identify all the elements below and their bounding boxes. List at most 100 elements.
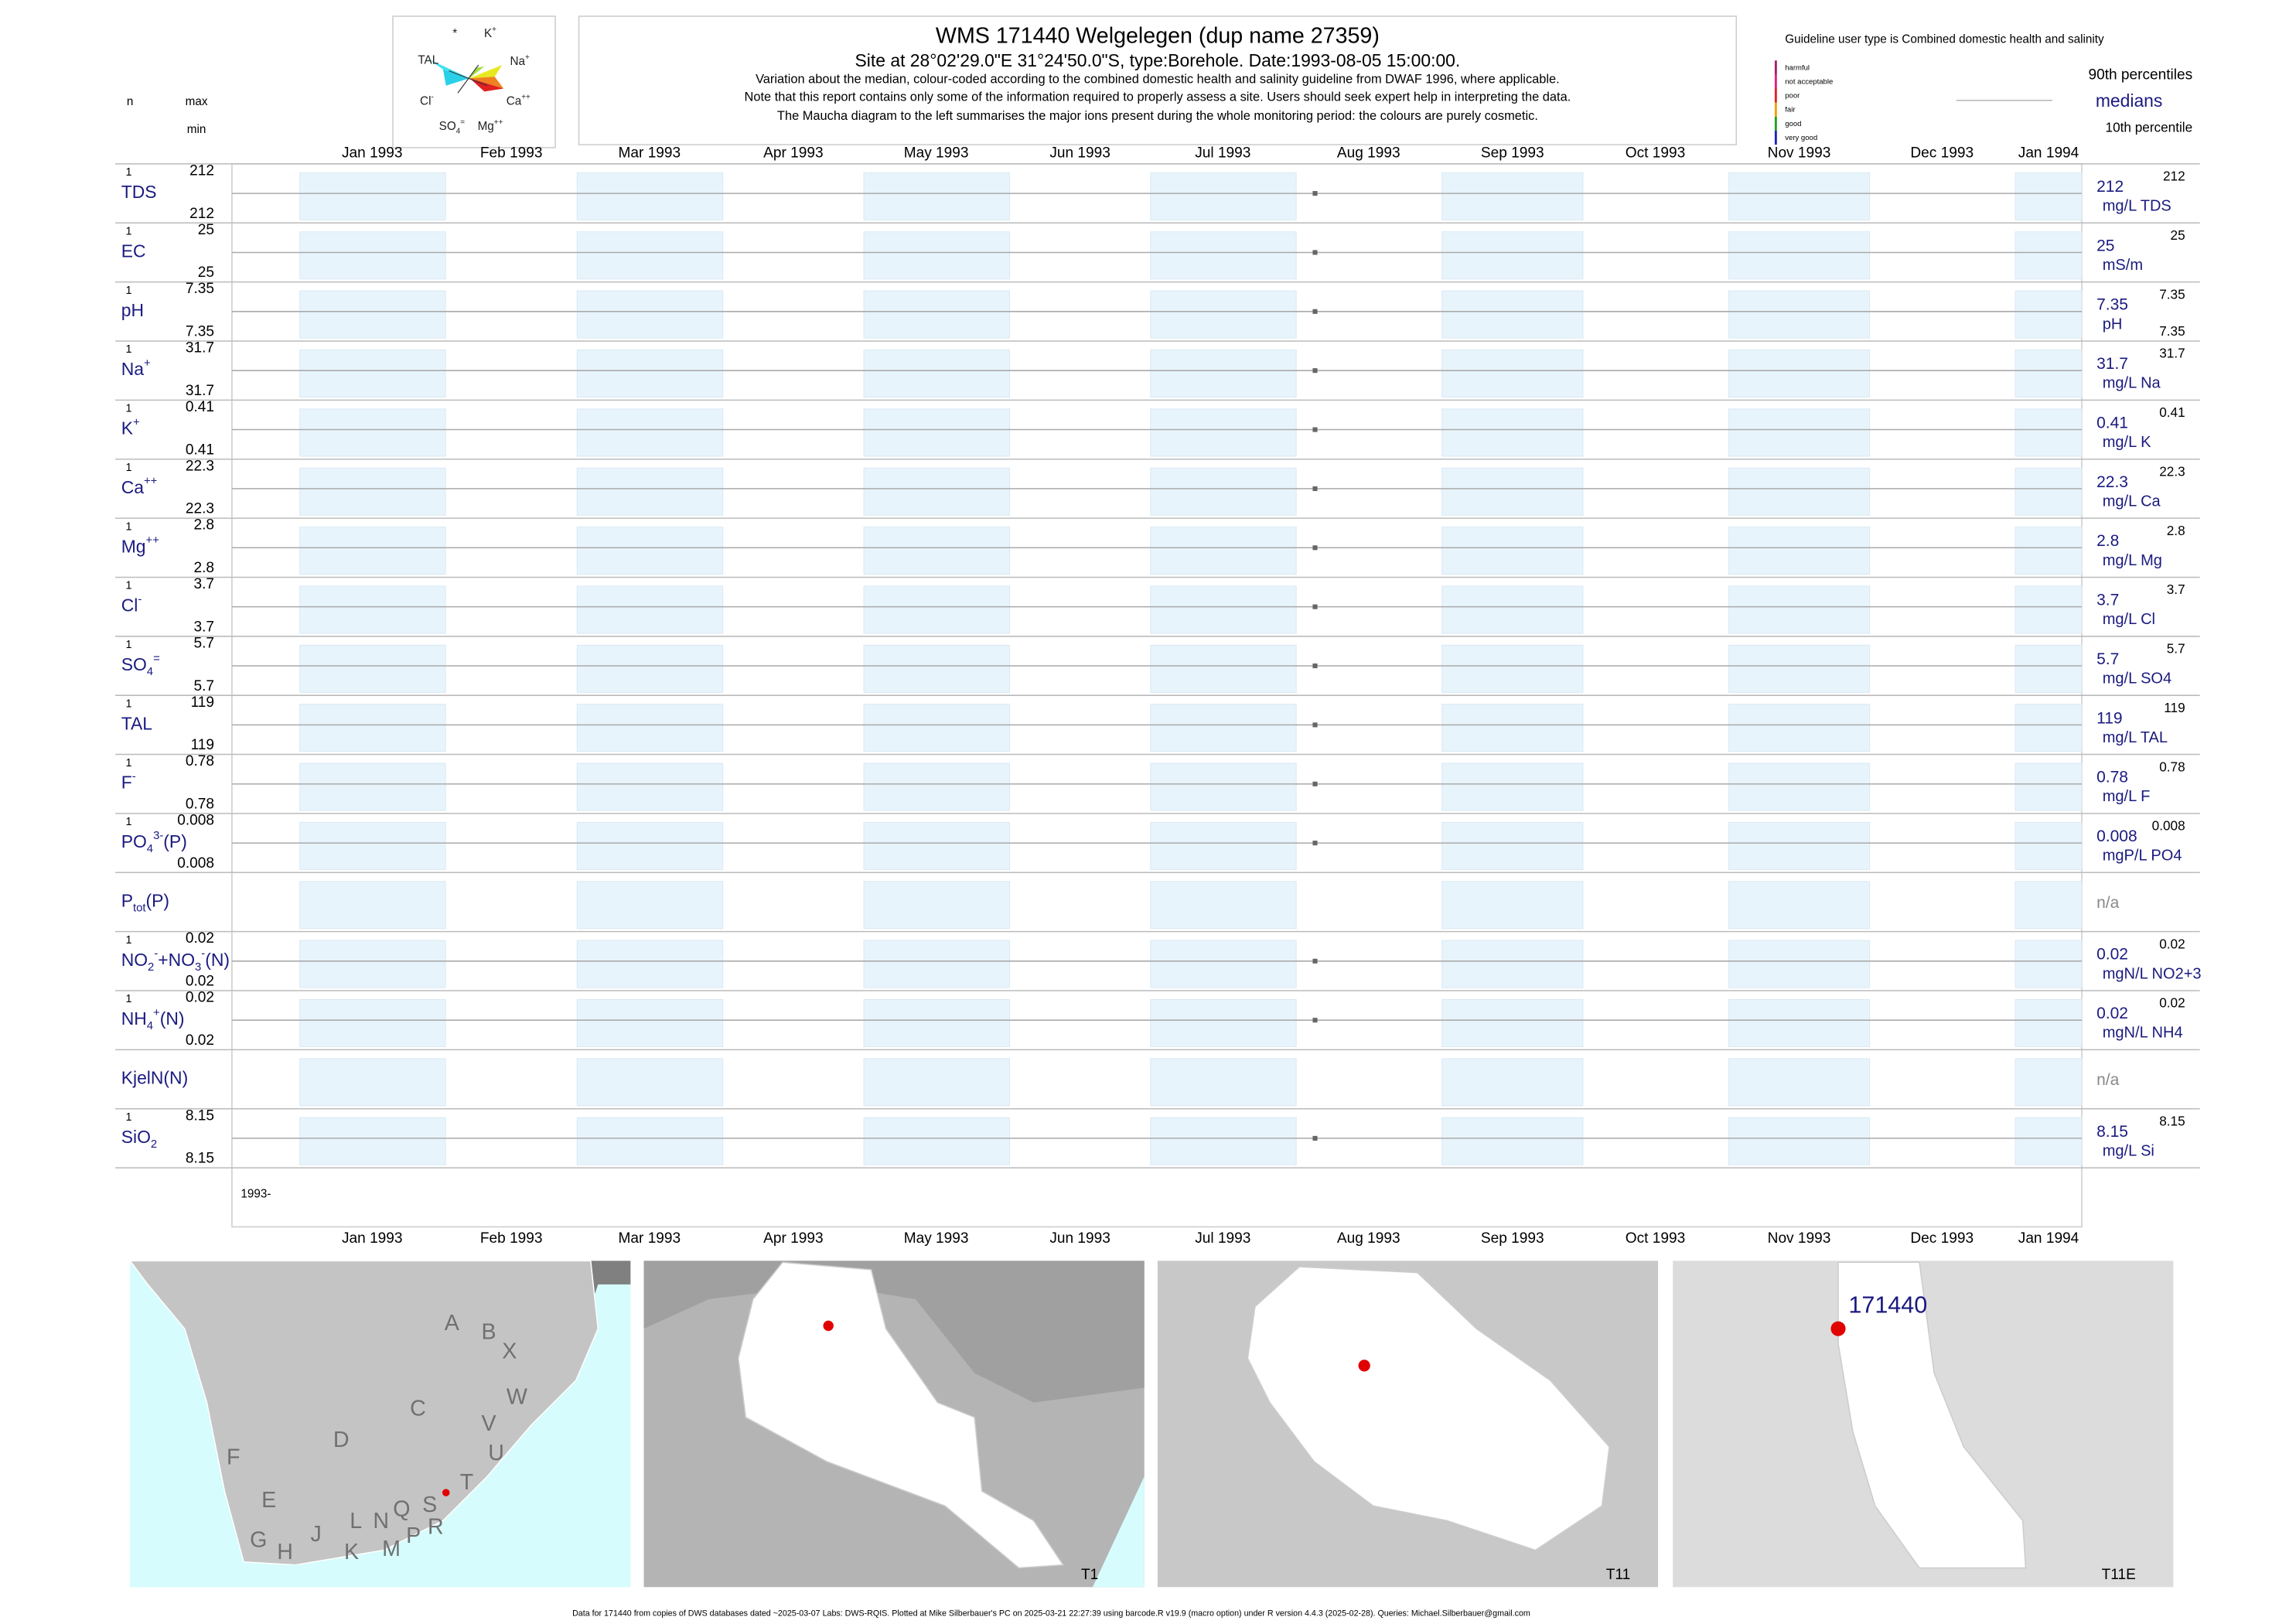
label-part: KjelN(N) xyxy=(121,1068,188,1088)
month-band xyxy=(1150,467,1297,516)
month-band xyxy=(1441,172,1584,220)
n: 1 xyxy=(125,226,131,238)
month-label: Jul 1993 xyxy=(1195,1230,1250,1247)
max: 2.8 xyxy=(193,517,214,534)
legend-swatch xyxy=(1774,116,1777,131)
label: pH xyxy=(121,300,144,320)
month-band xyxy=(1441,1117,1584,1165)
month-band xyxy=(1728,940,1871,988)
region-letter: K xyxy=(344,1540,359,1564)
month-band xyxy=(299,290,446,339)
month-band xyxy=(576,290,724,339)
region-letter: J xyxy=(311,1522,322,1547)
label-part: P xyxy=(121,891,133,911)
max: 212 xyxy=(189,163,214,179)
month-band xyxy=(863,467,1010,516)
month-band xyxy=(1441,821,1584,870)
month-label: May 1993 xyxy=(904,1230,969,1247)
month-label: May 1993 xyxy=(904,145,969,162)
month-band xyxy=(576,1117,724,1165)
max: 119 xyxy=(191,694,214,711)
label-part: (P) xyxy=(146,891,170,911)
site-dot xyxy=(1830,1321,1846,1336)
min: 0.008 xyxy=(177,855,214,872)
label-part: 4 xyxy=(456,127,461,135)
sample xyxy=(1312,309,1318,314)
region-letter: H xyxy=(277,1540,293,1564)
title: WMS 171440 Welgelegen (dup name 27359) xyxy=(936,23,1380,48)
label-part: - xyxy=(201,948,205,960)
median: 8.15 xyxy=(2096,1123,2128,1141)
max: 8.15 xyxy=(186,1107,214,1124)
min: 119 xyxy=(191,737,214,753)
month-band xyxy=(576,704,724,752)
month-label: Nov 1993 xyxy=(1768,145,1831,162)
label-part: Ca xyxy=(121,477,145,497)
month-band xyxy=(863,644,1010,693)
month-band xyxy=(299,231,446,280)
n: 1 xyxy=(125,698,131,710)
region-letter: N xyxy=(373,1509,389,1534)
month-band xyxy=(299,1058,446,1107)
label-part: F xyxy=(121,773,132,793)
label-part: SiO xyxy=(121,1127,151,1147)
month-band xyxy=(1441,763,1584,811)
label-part: 2 xyxy=(151,1138,157,1151)
unit: pH xyxy=(2103,316,2123,333)
status: n/a xyxy=(2096,1071,2120,1089)
month-band xyxy=(299,408,446,457)
unit: mgP/L PO4 xyxy=(2103,848,2182,865)
month-band xyxy=(1728,290,1871,339)
month-band xyxy=(1728,172,1871,220)
month-band xyxy=(299,998,446,1048)
label-part: ++ xyxy=(494,118,503,127)
n: 1 xyxy=(125,816,131,828)
month-band xyxy=(2015,881,2083,930)
median: 7.35 xyxy=(2096,296,2128,314)
median: 3.7 xyxy=(2096,592,2119,609)
region-letter: L xyxy=(350,1509,362,1534)
map-name: T11 xyxy=(1606,1567,1630,1583)
month-label: Jul 1993 xyxy=(1195,145,1250,162)
map-land xyxy=(1247,1266,1610,1551)
max: 3.7 xyxy=(193,576,214,592)
month-band xyxy=(576,998,724,1048)
month-band xyxy=(1150,821,1297,870)
label-part: ++ xyxy=(521,93,531,101)
unit: mgN/L NH4 xyxy=(2103,1025,2183,1042)
region-letter: V xyxy=(482,1411,496,1436)
site-label: 171440 xyxy=(1848,1292,1927,1319)
month-band xyxy=(2015,763,2083,811)
sample xyxy=(1312,958,1318,964)
maucha-axis xyxy=(449,70,488,87)
note: Variation about the median, colour-coded… xyxy=(756,72,1560,86)
label: Na+ xyxy=(510,53,531,69)
label-part: SO xyxy=(121,654,147,674)
col-header: max xyxy=(186,95,208,108)
month-label: Dec 1993 xyxy=(1910,1230,1974,1247)
median: 0.02 xyxy=(2096,1005,2128,1022)
month-band xyxy=(576,585,724,634)
label-part: +NO xyxy=(158,950,195,970)
month-band xyxy=(1728,231,1871,280)
min: 0.41 xyxy=(186,442,214,458)
month-band xyxy=(2015,821,2083,870)
month-band xyxy=(576,821,724,870)
month-band xyxy=(1441,940,1584,988)
month-label: Apr 1993 xyxy=(763,1230,823,1247)
label-part: K xyxy=(121,418,134,438)
label: Mg++ xyxy=(478,118,503,134)
min: 2.8 xyxy=(193,560,214,576)
month-band xyxy=(1150,349,1297,398)
median: 2.8 xyxy=(2096,532,2119,550)
month-band xyxy=(1150,585,1297,634)
label-part: 4 xyxy=(147,843,153,855)
region-letter: X xyxy=(502,1339,517,1363)
sample xyxy=(1312,841,1318,846)
label-part: - xyxy=(431,93,433,101)
month-band xyxy=(863,763,1010,811)
legend-swatch xyxy=(1774,60,1777,75)
label: TAL xyxy=(418,53,438,67)
month-band xyxy=(1441,704,1584,752)
